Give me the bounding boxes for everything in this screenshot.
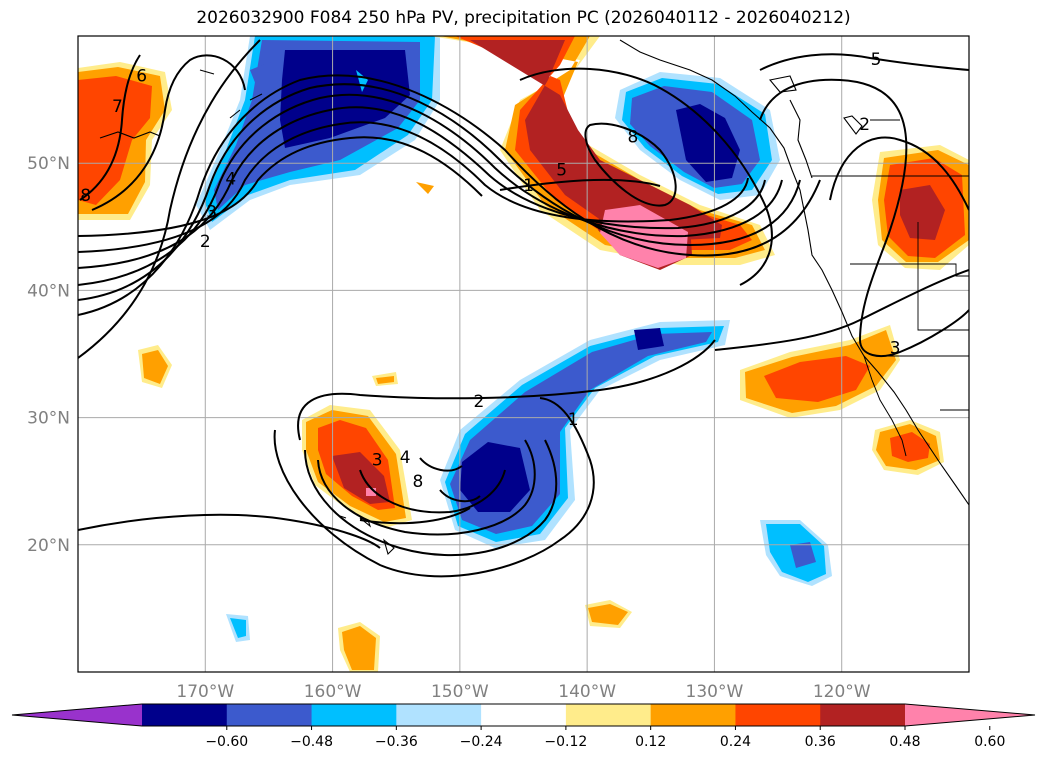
lon-tick-label: 140°W — [558, 682, 616, 702]
shade-wus-positive — [872, 145, 969, 270]
shade-goa-negative — [615, 72, 780, 200]
colorbar-tick-label: −0.48 — [290, 734, 333, 750]
contour-label: 2 — [200, 232, 211, 252]
chart-title: 2026032900 F084 250 hPa PV, precipitatio… — [196, 8, 851, 28]
colorbar-segment — [565, 704, 652, 726]
contour-label: 3 — [372, 451, 383, 471]
lon-tick-label: 120°W — [813, 682, 871, 702]
colorbar-tick-label: 0.48 — [889, 734, 920, 750]
shade-subtropical-negative — [440, 320, 730, 548]
contour-label: 7 — [112, 97, 123, 117]
lon-tick-label: 170°W — [176, 682, 234, 702]
colorbar-segment — [311, 704, 397, 726]
pv-contours — [78, 39, 969, 578]
shade-mexico-positive — [872, 420, 944, 475]
colorbar-segment — [142, 704, 228, 726]
colorbar-tick-label: 0.12 — [635, 734, 666, 750]
colorbar-outline — [11, 703, 1036, 727]
lat-tick-label: 40°N — [27, 281, 70, 301]
contour-label: 4 — [225, 169, 236, 189]
shading-layer — [78, 36, 969, 672]
latitude-tick-labels: 50°N 40°N 30°N 20°N — [27, 154, 70, 556]
colorbar-tick-label: 0.36 — [805, 734, 836, 750]
colorbar-segment — [226, 704, 313, 726]
contour-label: 1 — [568, 410, 579, 430]
colorbar-tick-label: −0.36 — [375, 734, 418, 750]
lat-tick-label: 30°N — [27, 409, 70, 429]
lat-tick-label: 20°N — [27, 536, 70, 556]
contour-label: 8 — [80, 186, 91, 206]
gridlines — [78, 36, 969, 672]
lat-tick-label: 50°N — [27, 154, 70, 174]
shade-baja-positive — [740, 325, 900, 418]
coastlines — [99, 39, 969, 556]
contour-label: 5 — [556, 161, 567, 181]
colorbar-segment — [481, 704, 567, 726]
colorbar-tick-label: 0.60 — [974, 734, 1005, 750]
plot-frame — [77, 35, 970, 673]
colorbar-tick-label: −0.24 — [460, 734, 503, 750]
lon-tick-label: 130°W — [686, 682, 744, 702]
contour-label: 3 — [890, 339, 901, 359]
contour-label: 4 — [400, 448, 411, 468]
colorbar-extend-min — [12, 704, 142, 726]
colorbar-tick-label: 0.24 — [720, 734, 751, 750]
lon-tick-label: 160°W — [304, 682, 362, 702]
colorbar-segment — [820, 704, 906, 726]
contour-label: 5 — [871, 50, 882, 70]
contour-label: 3 — [206, 203, 217, 223]
contour-label: 1 — [523, 176, 534, 196]
shade-hawaii-positive — [302, 405, 412, 528]
colorbar: −0.60 −0.48 −0.36 −0.24 −0.12 0.12 0.24 0.36 0.4… — [11, 703, 1036, 750]
contour-label: 2 — [474, 392, 485, 412]
colorbar-extend-max — [905, 704, 1035, 726]
colorbar-segment — [735, 704, 821, 726]
colorbar-tick-label: −0.60 — [205, 734, 248, 750]
colorbar-segment — [650, 704, 736, 726]
contour-label: 8 — [628, 127, 639, 147]
contour-label: 8 — [412, 472, 423, 492]
contour-label: 6 — [136, 66, 147, 86]
shade-small-blobs — [138, 70, 832, 672]
contour-label: 2 — [859, 115, 870, 135]
colorbar-segment — [396, 704, 482, 726]
lon-tick-label: 150°W — [431, 682, 489, 702]
longitude-tick-labels: 170°W 160°W 150°W 140°W 130°W 120°W — [176, 682, 870, 702]
colorbar-tick-label: −0.12 — [544, 734, 587, 750]
